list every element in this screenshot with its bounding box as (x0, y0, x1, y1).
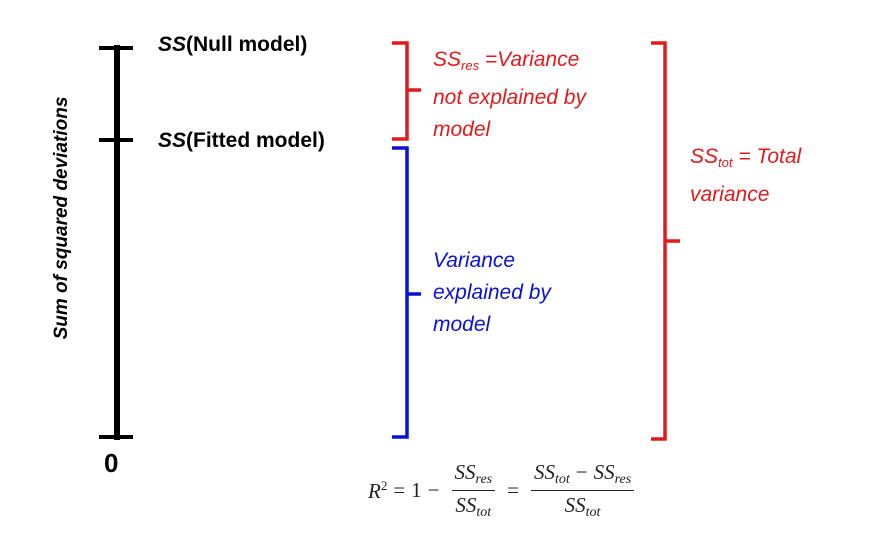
null-model-text: (Null model) (186, 33, 308, 56)
f2-num-ss-b: SS (593, 460, 615, 484)
explained-line-3: model (433, 313, 491, 336)
null-model-label: SS(Null model) (158, 34, 307, 55)
fraction-1-numerator: SSres (451, 460, 496, 491)
explained-line-1: Variance (433, 249, 516, 272)
residual-line-3: model (433, 118, 491, 141)
total-variance-text: SStot = Total variance (690, 141, 801, 211)
explained-line-2: explained by (433, 281, 551, 304)
total-line-1-text: = Total (732, 145, 802, 168)
fraction-2-denominator: SStot (562, 491, 604, 521)
formula-exponent: 2 (380, 477, 388, 493)
fraction-res-over-tot: SSres SStot (451, 460, 496, 521)
residual-sub: res (461, 58, 480, 73)
total-sub: tot (718, 155, 733, 170)
total-bracket (651, 41, 680, 441)
fraction-2-numerator: SStot − SSres (530, 460, 635, 491)
fitted-model-text: (Fitted model) (186, 129, 325, 152)
f2-num-ss-a: SS (533, 460, 555, 484)
total-line-2: variance (690, 183, 770, 206)
explained-variance-text: Variance explained by model (433, 245, 551, 341)
fitted-model-ss: SS (158, 129, 187, 152)
fraction-1-denominator: SStot (452, 491, 494, 521)
fraction-difference-over-tot: SStot − SSres SStot (530, 460, 635, 521)
residual-variance-text: SSres =Variance not explained by model (433, 44, 586, 146)
f1-num-ss: SS (454, 460, 476, 484)
null-model-ss: SS (158, 33, 187, 56)
f2-den-ss: SS (564, 493, 586, 517)
residual-bracket (392, 41, 421, 141)
r-squared-formula: R2 = 1 − SSres SStot = SStot − SSres SStot (368, 460, 640, 521)
total-line-1: SStot = Total (690, 141, 801, 179)
y-axis-label: Sum of squared deviations (51, 96, 72, 340)
formula-minus-1: − (427, 478, 440, 502)
total-ss: SS (690, 145, 719, 168)
f1-num-sub: res (475, 472, 493, 487)
formula-equals-1: = (393, 478, 406, 502)
formula-r: R (368, 478, 381, 503)
residual-line-2: not explained by (433, 86, 586, 109)
formula-lhs: R2 (368, 478, 387, 504)
zero-label: 0 (104, 448, 119, 478)
f2-num-minus: − (575, 460, 588, 484)
fitted-model-label: SS(Fitted model) (158, 130, 325, 151)
f2-num-sub-b: res (614, 472, 632, 487)
f2-den-sub: tot (585, 505, 601, 520)
f1-den-sub: tot (476, 505, 492, 520)
f1-den-ss: SS (455, 493, 477, 517)
explained-bracket (392, 146, 421, 439)
residual-line-1-text: =Variance (479, 48, 580, 71)
residual-ss: SS (433, 48, 462, 71)
f2-num-sub-a: tot (554, 472, 570, 487)
formula-equals-2: = (507, 478, 519, 502)
residual-line-1: SSres =Variance (433, 44, 586, 82)
formula-one: 1 (411, 478, 422, 502)
